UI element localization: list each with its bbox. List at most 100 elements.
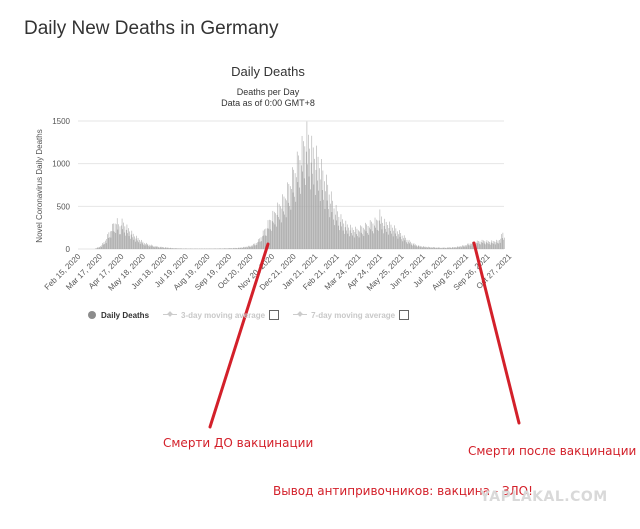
bar <box>274 224 276 249</box>
bar <box>169 248 170 249</box>
y-tick-label: 1000 <box>52 160 70 169</box>
legend-item-3-day-average[interactable]: 3-day moving average <box>163 310 280 320</box>
legend-item-daily-deaths[interactable]: Daily Deaths <box>88 311 149 320</box>
bar <box>166 247 168 249</box>
bar <box>275 213 276 249</box>
bar <box>255 243 257 249</box>
bar <box>158 246 160 249</box>
bar <box>415 244 416 249</box>
bar <box>362 227 364 249</box>
bar <box>458 246 460 249</box>
bar <box>228 248 230 249</box>
bar <box>228 248 229 249</box>
bar <box>113 223 114 249</box>
bar <box>216 248 218 249</box>
bar <box>379 209 381 249</box>
bar <box>392 236 394 249</box>
bar <box>389 221 390 249</box>
bar <box>166 247 167 249</box>
checkbox-3-day-average[interactable] <box>269 310 280 320</box>
bar <box>144 243 145 249</box>
chart-subtitle-1: Deaths per Day <box>236 87 300 97</box>
bar <box>127 233 128 249</box>
bar <box>131 230 133 249</box>
bar <box>480 244 481 249</box>
bar <box>283 196 285 249</box>
bar <box>387 225 388 249</box>
bar <box>308 176 310 249</box>
bar <box>348 227 349 249</box>
bar <box>256 244 258 249</box>
bar <box>330 191 332 249</box>
bar <box>422 247 423 249</box>
checkbox-7-day-average[interactable] <box>399 310 410 320</box>
bar <box>115 232 117 249</box>
bar <box>189 248 191 249</box>
bar <box>359 231 361 249</box>
bar <box>377 220 379 249</box>
bar <box>345 220 347 249</box>
bar <box>147 243 149 249</box>
bar <box>285 198 286 249</box>
bar <box>153 246 155 249</box>
bar <box>472 244 474 249</box>
bar <box>332 200 333 249</box>
bars <box>95 121 505 249</box>
bar <box>312 147 314 249</box>
bar <box>317 180 318 249</box>
bar <box>335 204 337 249</box>
bar <box>291 189 292 249</box>
bar <box>157 247 159 249</box>
bar <box>283 211 284 249</box>
bar <box>412 245 413 249</box>
circle-icon <box>88 311 96 319</box>
bar <box>451 247 453 249</box>
y-tick-label: 500 <box>57 202 71 211</box>
bar <box>350 224 351 249</box>
bar <box>126 224 128 249</box>
bar <box>242 247 244 249</box>
bar <box>492 240 494 249</box>
bar <box>169 247 171 249</box>
bar <box>371 221 372 249</box>
legend-item-7-day-average[interactable]: 7-day moving average <box>293 310 410 320</box>
bar <box>424 247 425 249</box>
bar <box>219 248 220 249</box>
bar <box>250 246 251 249</box>
bar <box>375 227 376 249</box>
bar <box>98 247 99 249</box>
bar <box>298 155 299 249</box>
bar <box>335 214 336 249</box>
bar <box>399 230 400 249</box>
bar <box>248 246 250 249</box>
bar <box>411 243 413 249</box>
bar <box>249 245 251 249</box>
bar <box>413 243 415 249</box>
bar <box>488 241 489 249</box>
bar <box>424 246 426 249</box>
bar <box>270 220 272 249</box>
bar <box>491 240 493 249</box>
bar <box>431 247 433 249</box>
bar <box>330 203 331 249</box>
bar <box>319 201 321 249</box>
bar <box>466 245 468 249</box>
bar <box>155 245 157 249</box>
bar <box>437 247 439 249</box>
bar <box>476 242 477 249</box>
bar <box>180 248 181 249</box>
bar <box>231 248 233 249</box>
bar <box>382 222 383 249</box>
bar <box>365 231 367 249</box>
bar <box>97 247 99 249</box>
bar <box>438 247 440 249</box>
bar <box>176 248 178 249</box>
bar <box>290 209 292 249</box>
bar <box>437 247 438 249</box>
bar <box>168 247 169 249</box>
bar <box>119 234 120 249</box>
bar <box>376 229 378 249</box>
bar <box>388 228 390 249</box>
bar <box>398 234 399 249</box>
bar <box>129 231 130 249</box>
